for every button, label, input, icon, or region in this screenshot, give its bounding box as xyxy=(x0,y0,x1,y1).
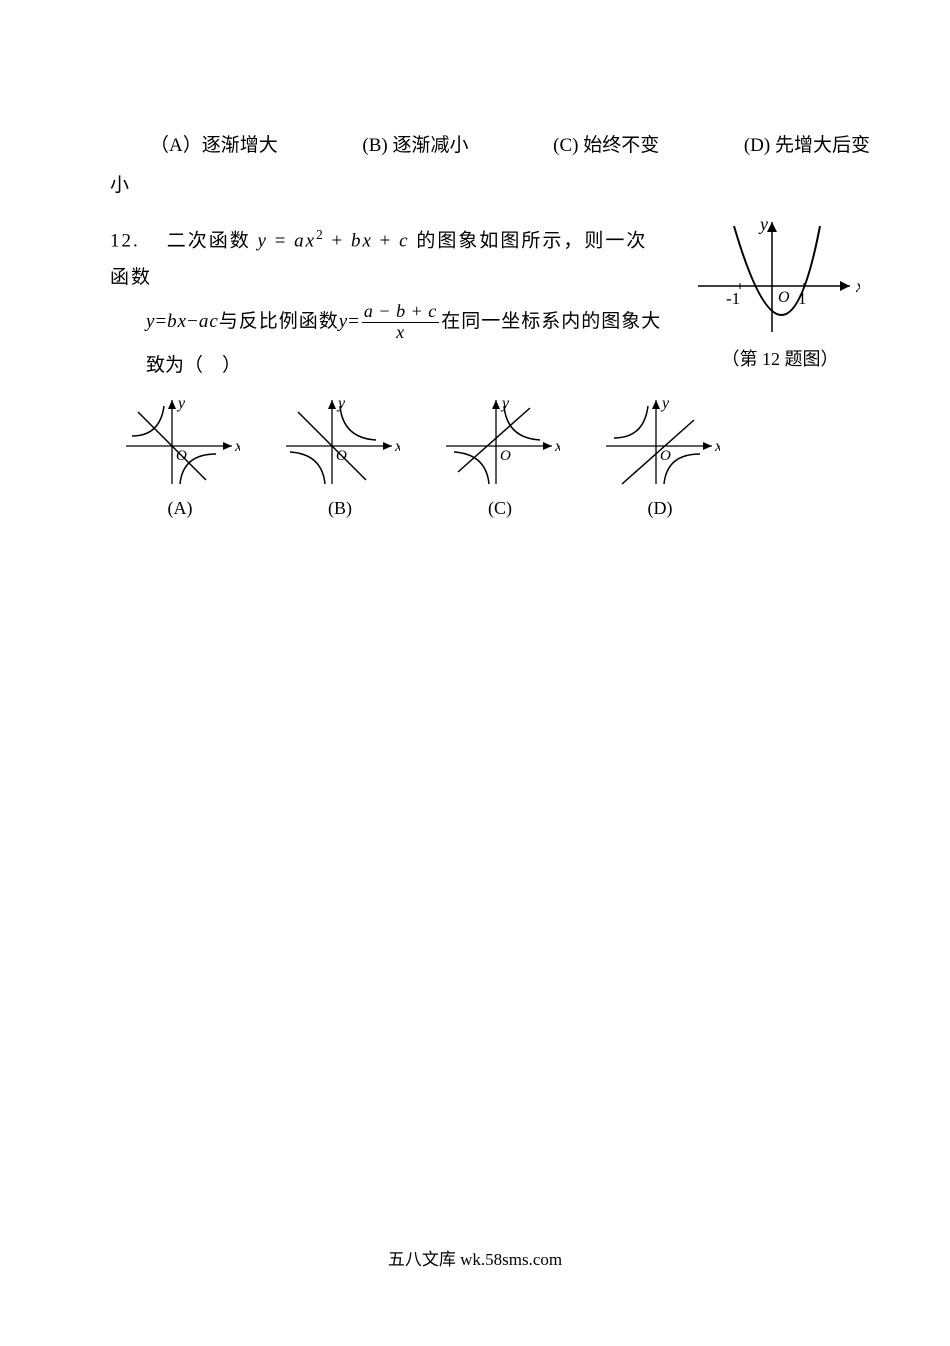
svg-text:-1: -1 xyxy=(726,289,740,308)
eq3-eq: = xyxy=(348,304,360,340)
choice-b-chart-icon: x y O xyxy=(280,394,400,489)
q12-stem-line2: y = bx − ac 与反比例函数 y = a − b + c x 在同一坐标… xyxy=(146,302,726,343)
eq1-y: y xyxy=(258,231,268,252)
choice-a-chart-icon: x y O xyxy=(120,394,240,489)
eq1-eq: = xyxy=(275,231,294,252)
parabola-chart-icon: x y O -1 1 xyxy=(690,214,860,344)
q11-continuation: 小 xyxy=(110,168,850,204)
q12-choice-b: x y O (B) xyxy=(280,394,400,525)
svg-text:O: O xyxy=(778,289,790,306)
q12-choice-a: x y O (A) xyxy=(120,394,240,525)
q12-text-after: 在同一坐标系内的图象大 xyxy=(441,304,661,340)
svg-text:x: x xyxy=(855,276,860,296)
eq2-a: a xyxy=(199,304,210,340)
choice-a-label: (A) xyxy=(168,491,193,525)
eq1-plus2: + xyxy=(380,231,399,252)
eq1-sup2: 2 xyxy=(316,227,325,242)
svg-text:x: x xyxy=(554,438,560,455)
q11-opt-c: (C) 始终不变 xyxy=(553,128,659,164)
svg-text:1: 1 xyxy=(798,289,807,308)
eq2-x: x xyxy=(178,304,187,340)
eq2-minus: − xyxy=(187,304,199,340)
eq1-x: x xyxy=(306,231,316,252)
q11-opt-a: （A）逐渐增大 xyxy=(150,128,278,164)
eq1-c: c xyxy=(399,231,409,252)
svg-text:y: y xyxy=(660,395,670,412)
question-12: x y O -1 1 （第 12 题图） 12. 二次函数 y = ax2 + … xyxy=(110,222,850,525)
q12-choice-d: x y O (D) xyxy=(600,394,720,525)
svg-text:y: y xyxy=(176,395,186,412)
choice-d-label: (D) xyxy=(648,491,673,525)
q11-opt-b: (B) 逐渐减小 xyxy=(362,128,468,164)
q12-text-join: 与反比例函数 xyxy=(219,304,339,340)
eq2-y: y xyxy=(146,304,155,340)
q12-stem-line1: 12. 二次函数 y = ax2 + bx + c 的图象如图所示，则一次函数 xyxy=(110,222,660,296)
q12-text-pre: 二次函数 xyxy=(167,231,258,252)
choice-b-label: (B) xyxy=(328,491,352,525)
svg-text:O: O xyxy=(336,448,347,464)
choice-d-chart-icon: x y O xyxy=(600,394,720,489)
svg-text:O: O xyxy=(660,448,671,464)
svg-text:O: O xyxy=(500,448,511,464)
eq3-y: y xyxy=(339,304,348,340)
page-footer: 五八文库 wk.58sms.com xyxy=(0,1244,950,1276)
svg-text:x: x xyxy=(394,438,400,455)
eq2-b: b xyxy=(167,304,178,340)
q12-number: 12. xyxy=(110,231,140,252)
eq3-num-c: c xyxy=(428,301,437,321)
q12-main-figure: x y O -1 1 （第 12 题图） xyxy=(690,214,870,376)
svg-text:y: y xyxy=(500,395,510,412)
q12-choice-figures: x y O (A) x y xyxy=(120,394,850,525)
eq3-den: x xyxy=(394,323,407,343)
choice-c-label: (C) xyxy=(488,491,512,525)
q12-choice-c: x y O (C) xyxy=(440,394,560,525)
eq1-plus: + xyxy=(332,231,351,252)
q12-figure-caption: （第 12 题图） xyxy=(690,342,870,376)
svg-text:O: O xyxy=(176,448,187,464)
svg-text:x: x xyxy=(714,438,720,455)
choice-c-chart-icon: x y O xyxy=(440,394,560,489)
svg-text:y: y xyxy=(336,395,346,412)
svg-text:y: y xyxy=(758,214,768,234)
eq3-num-a: a xyxy=(364,301,374,321)
eq1-b: b xyxy=(351,231,363,252)
eq2-eq: = xyxy=(155,304,167,340)
eq3-num-b: b xyxy=(396,301,406,321)
q11-options: （A）逐渐增大 (B) 逐渐减小 (C) 始终不变 (D) 先增大后变 xyxy=(150,128,870,164)
eq3-fraction: a − b + c x xyxy=(362,302,439,343)
eq1-a: a xyxy=(294,231,306,252)
svg-text:x: x xyxy=(234,438,240,455)
eq1-bx: x xyxy=(362,231,372,252)
q11-opt-d: (D) 先增大后变 xyxy=(744,128,870,164)
eq2-c: c xyxy=(209,304,218,340)
